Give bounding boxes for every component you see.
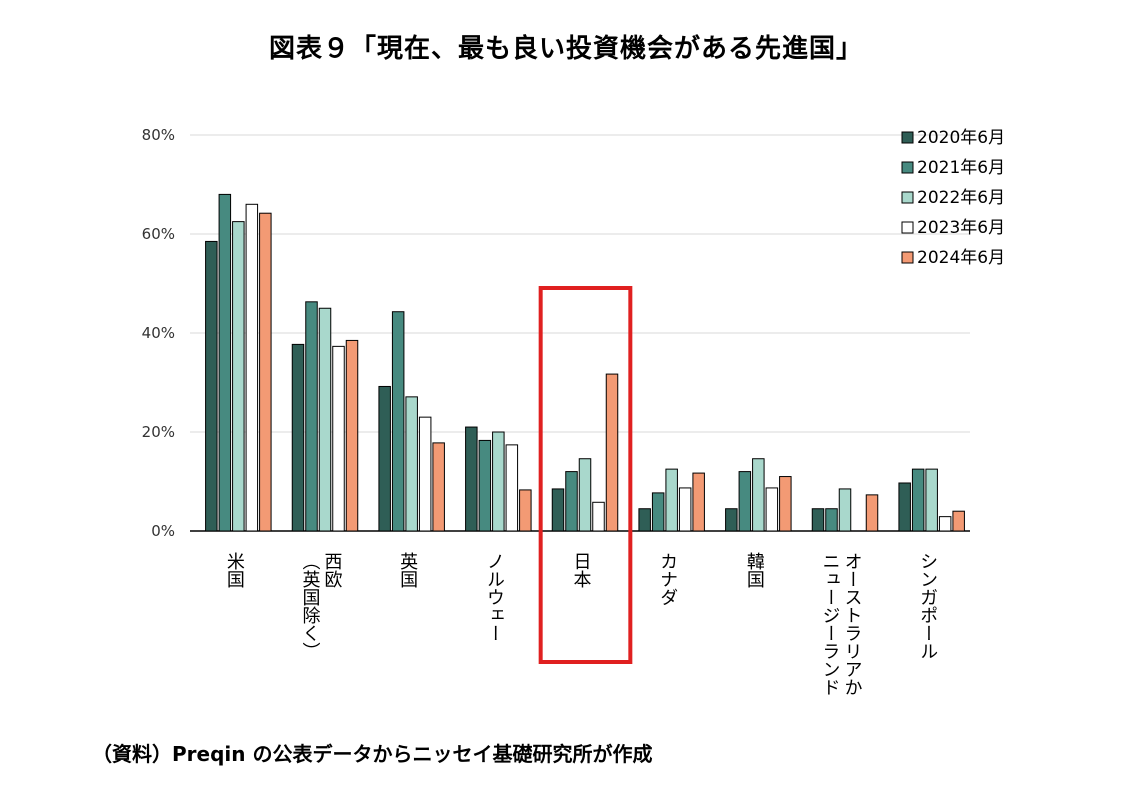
bar xyxy=(492,431,505,532)
bar-chart: 0% 20% 40% 60% 80% 米国 西欧（英国除く） 英国 ノルウェー 日本 カナダ 韓国 オ… xyxy=(142,126,1005,696)
bar xyxy=(678,487,692,532)
bar xyxy=(405,396,418,532)
x-tick-label: ノルウェー xyxy=(484,552,505,642)
bar xyxy=(391,311,405,532)
y-tick-label: 60% xyxy=(142,225,175,243)
x-category-label: 西欧（英国除く） xyxy=(300,552,343,660)
bar xyxy=(505,444,519,532)
bar xyxy=(519,489,532,532)
bar xyxy=(478,439,492,532)
bar xyxy=(925,468,938,532)
legend-item: 2024年6月 xyxy=(901,248,1005,268)
bar xyxy=(565,471,578,532)
bar xyxy=(825,508,838,532)
y-tick-label: 40% xyxy=(142,324,175,342)
legend-item: 2023年6月 xyxy=(901,218,1005,238)
bar xyxy=(911,468,925,532)
x-tick-label: 韓国 xyxy=(744,552,765,588)
legend-item: 2021年6月 xyxy=(901,158,1005,178)
legend-swatch xyxy=(901,161,914,174)
legend-item: 2020年6月 xyxy=(901,128,1005,148)
y-tick-label: 20% xyxy=(142,423,175,441)
x-category-label: 韓国 xyxy=(744,552,765,588)
bar xyxy=(432,442,445,532)
bar xyxy=(838,488,852,532)
bar xyxy=(952,510,965,532)
legend-swatch xyxy=(901,191,914,204)
bar xyxy=(418,416,432,532)
source-note: （資料）Preqin の公表データからニッセイ基礎研究所が作成 xyxy=(92,742,653,766)
bar xyxy=(291,343,305,532)
bar xyxy=(551,488,565,532)
bar xyxy=(218,193,232,532)
bar xyxy=(345,339,359,532)
bar xyxy=(205,240,218,532)
bar xyxy=(605,373,619,532)
bar xyxy=(865,494,879,532)
bar xyxy=(232,221,245,532)
x-category-label: ノルウェー xyxy=(484,552,505,642)
bar xyxy=(318,307,332,532)
x-tick-label: シンガポール xyxy=(917,552,938,660)
x-tick-label: 日本 xyxy=(571,552,592,588)
chart-title: 図表９「現在、最も良い投資機会がある先進国」 xyxy=(268,34,863,64)
bar xyxy=(259,212,272,532)
bar xyxy=(305,301,318,532)
bars xyxy=(205,193,965,532)
legend-swatch xyxy=(901,221,914,234)
legend-label: 2023年6月 xyxy=(917,218,1005,238)
legend-label: 2024年6月 xyxy=(917,248,1005,268)
highlight-box xyxy=(538,286,633,664)
bar xyxy=(665,468,678,532)
legend-label: 2022年6月 xyxy=(917,188,1005,208)
x-category-label: 米国 xyxy=(224,552,245,588)
x-tick-label: 西欧 xyxy=(322,552,343,588)
legend-label: 2021年6月 xyxy=(917,158,1005,178)
x-tick-label: （英国除く） xyxy=(300,552,321,660)
legend-swatch xyxy=(901,251,914,264)
bar xyxy=(465,426,478,532)
bar xyxy=(779,476,792,532)
legend-item: 2022年6月 xyxy=(901,188,1005,208)
bar xyxy=(692,472,705,532)
bar xyxy=(638,508,651,532)
y-axis: 0% 20% 40% 60% 80% xyxy=(142,126,175,540)
x-category-label: 英国 xyxy=(397,552,418,588)
x-tick-label: カナダ xyxy=(657,552,678,606)
x-tick-label: 米国 xyxy=(224,552,245,588)
bar xyxy=(592,501,605,532)
bar xyxy=(651,492,665,532)
x-category-label: カナダ xyxy=(657,552,678,606)
bar xyxy=(811,508,825,532)
x-category-label: 日本 xyxy=(571,552,592,588)
bar xyxy=(378,385,391,532)
bar xyxy=(578,458,592,532)
x-axis: 米国 西欧（英国除く） 英国 ノルウェー 日本 カナダ 韓国 オーストラリアかニュージーランド… xyxy=(224,552,938,696)
bar xyxy=(245,203,259,532)
bar xyxy=(738,471,752,532)
x-tick-label: ニュージーランド xyxy=(820,552,841,696)
bar xyxy=(765,487,779,532)
y-tick-label: 80% xyxy=(142,126,175,144)
y-tick-label: 0% xyxy=(151,522,175,540)
legend-swatch xyxy=(901,131,914,144)
bar xyxy=(752,458,765,532)
legend-label: 2020年6月 xyxy=(917,128,1005,148)
highlight-rect xyxy=(538,286,633,664)
legend: 2020年6月 2021年6月 2022年6月 2023年6月 2024年6月 xyxy=(901,128,1005,268)
bar xyxy=(938,516,952,532)
bar xyxy=(332,345,345,532)
x-category-label: シンガポール xyxy=(917,552,938,660)
bar xyxy=(898,482,911,532)
x-tick-label: 英国 xyxy=(397,552,418,588)
x-tick-label: オーストラリアか xyxy=(842,552,863,696)
bar xyxy=(725,508,738,532)
